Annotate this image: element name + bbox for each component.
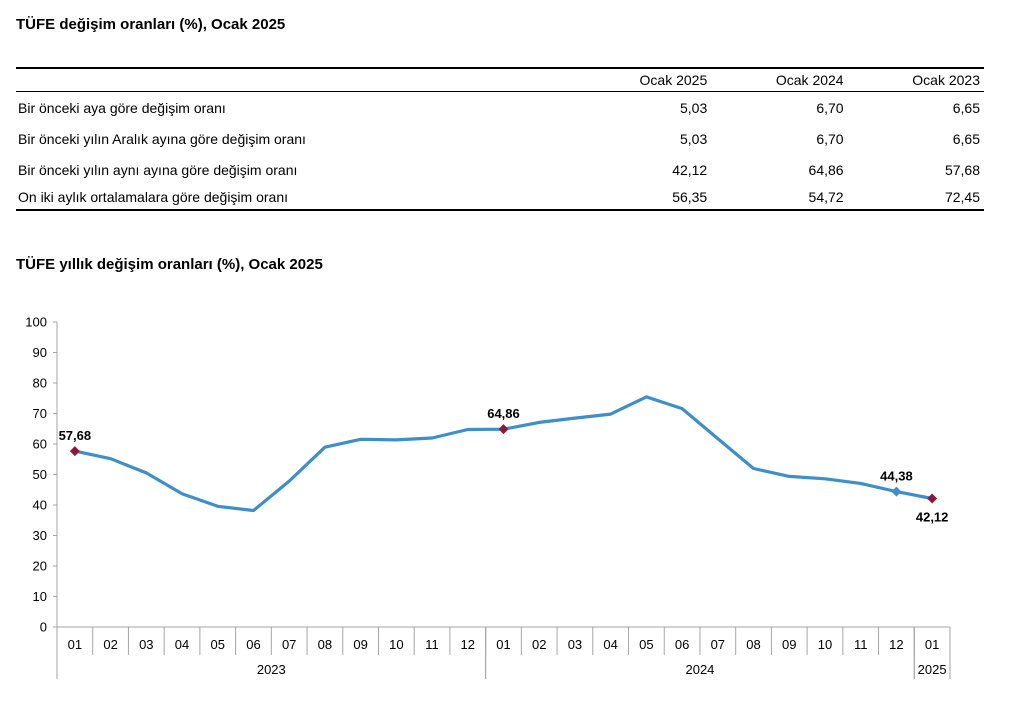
data-marker <box>69 446 80 457</box>
x-tick-label: 03 <box>139 637 153 652</box>
year-label: 2024 <box>685 662 714 677</box>
cell-value: 42,12 <box>672 161 708 178</box>
x-tick-label: 12 <box>461 637 475 652</box>
year-label: 2025 <box>918 662 947 677</box>
row-label: Bir önceki yılın Aralık ayına göre değiş… <box>18 130 306 147</box>
cell-value: 6,65 <box>952 99 980 116</box>
x-tick-label: 03 <box>568 637 582 652</box>
cell-value: 5,03 <box>679 130 708 147</box>
row-label: Bir önceki yılın aynı ayına göre değişim… <box>18 161 298 178</box>
cell-value: 6,70 <box>816 99 844 116</box>
x-tick-label: 05 <box>211 637 225 652</box>
change-rates-table: Ocak 2025 Ocak 2024 Ocak 2023 Bir önceki… <box>16 67 984 211</box>
y-tick-label: 90 <box>33 345 47 360</box>
data-marker <box>891 486 902 497</box>
table-row: Bir önceki aya göre değişim oranı 5,03 6… <box>16 92 984 124</box>
x-tick-label: 06 <box>246 637 260 652</box>
header-empty-cell <box>16 68 575 92</box>
table-row: Bir önceki yılın aynı ayına göre değişim… <box>16 154 984 185</box>
y-tick-label: 50 <box>33 467 47 482</box>
data-label: 64,86 <box>487 406 520 421</box>
x-tick-label: 07 <box>282 637 296 652</box>
row-label: On iki aylık ortalamalara göre değişim o… <box>18 189 289 205</box>
column-header: Ocak 2023 <box>847 68 984 92</box>
row-label: Bir önceki aya göre değişim oranı <box>18 99 226 116</box>
data-label: 42,12 <box>916 510 949 525</box>
table-row: Bir önceki yılın Aralık ayına göre değiş… <box>16 123 984 154</box>
table-title: TÜFE değişim oranları (%), Ocak 2025 <box>16 16 286 33</box>
x-tick-label: 09 <box>353 637 367 652</box>
cell-value: 6,65 <box>952 130 980 147</box>
y-tick-label: 60 <box>33 437 47 452</box>
table-header-row: Ocak 2025 Ocak 2024 Ocak 2023 <box>16 68 984 92</box>
data-label: 57,68 <box>59 428 92 443</box>
chart-title: TÜFE yıllık değişim oranları (%), Ocak 2… <box>16 256 323 273</box>
x-tick-label: 04 <box>603 637 617 652</box>
year-label: 2023 <box>257 662 286 677</box>
y-tick-label: 20 <box>33 559 47 574</box>
data-marker <box>927 493 938 504</box>
x-tick-label: 06 <box>675 637 689 652</box>
y-tick-label: 0 <box>40 620 47 635</box>
y-tick-label: 80 <box>33 376 47 391</box>
x-tick-label: 10 <box>389 637 403 652</box>
x-tick-label: 01 <box>68 637 82 652</box>
x-tick-label: 01 <box>496 637 510 652</box>
y-tick-label: 10 <box>33 589 47 604</box>
column-header: Ocak 2024 <box>711 68 848 92</box>
x-tick-label: 11 <box>425 637 439 652</box>
cell-value: 54,72 <box>808 189 844 205</box>
data-marker <box>498 424 509 435</box>
cell-value: 5,03 <box>679 99 708 116</box>
y-tick-label: 40 <box>33 498 47 513</box>
x-tick-label: 12 <box>889 637 903 652</box>
x-tick-label: 05 <box>639 637 653 652</box>
x-tick-label: 10 <box>818 637 832 652</box>
column-header: Ocak 2025 <box>574 68 712 92</box>
cell-value: 6,70 <box>816 130 844 147</box>
x-tick-label: 08 <box>318 637 332 652</box>
cell-value: 72,45 <box>944 189 980 205</box>
cell-value: 56,35 <box>672 189 708 205</box>
y-tick-label: 100 <box>25 315 47 330</box>
y-tick-label: 70 <box>33 406 47 421</box>
x-tick-label: 09 <box>782 637 796 652</box>
x-tick-label: 02 <box>532 637 546 652</box>
x-tick-label: 01 <box>925 637 939 652</box>
x-tick-label: 02 <box>103 637 117 652</box>
cell-value: 57,68 <box>944 161 980 178</box>
x-tick-label: 04 <box>175 637 189 652</box>
y-tick-label: 30 <box>33 528 47 543</box>
data-label: 44,38 <box>880 469 913 484</box>
x-tick-label: 08 <box>746 637 760 652</box>
cell-value: 64,86 <box>808 161 844 178</box>
x-tick-label: 07 <box>711 637 725 652</box>
x-tick-label: 11 <box>854 637 868 652</box>
table-row: On iki aylık ortalamalara göre değişim o… <box>16 185 984 210</box>
